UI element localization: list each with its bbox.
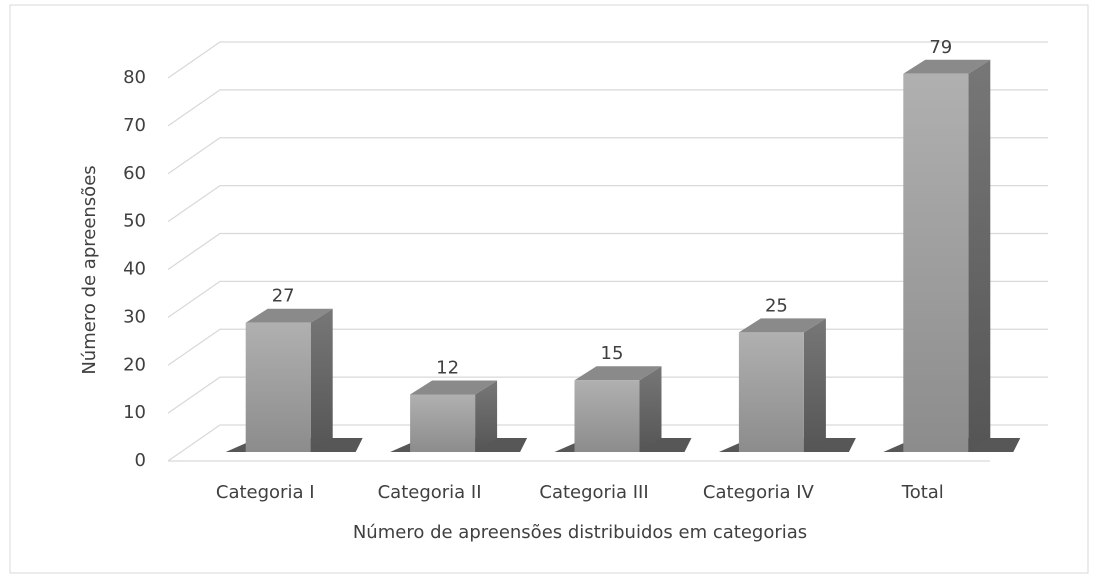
y-tick-label: 0	[135, 450, 146, 471]
bar-top	[410, 380, 498, 395]
y-tick-label: 40	[123, 259, 146, 280]
bar-front	[245, 322, 311, 452]
bar	[718, 318, 856, 452]
x-tick-label: Categoria II	[378, 482, 482, 503]
grid-line	[167, 184, 1048, 223]
data-label: 12	[436, 358, 459, 379]
bar-top	[738, 318, 826, 333]
y-tick-label: 80	[123, 67, 146, 88]
chart-border	[9, 4, 1089, 574]
bar-side	[475, 380, 498, 452]
bar	[883, 59, 1021, 452]
bar-front	[410, 394, 476, 452]
bar-front	[903, 73, 969, 452]
data-label: 27	[272, 286, 295, 307]
bar	[390, 380, 528, 452]
grid-line	[167, 41, 1048, 79]
data-label: 25	[765, 295, 788, 316]
x-axis-title: Número de apreensões distribuidos em cat…	[353, 522, 807, 543]
grid-line	[167, 232, 1048, 271]
bar-top	[903, 59, 991, 74]
bar-side	[803, 318, 826, 452]
bar-side	[968, 59, 991, 452]
bar-front	[574, 380, 640, 452]
bar-top	[245, 308, 333, 323]
bar-side	[639, 366, 662, 452]
bar	[554, 366, 692, 452]
y-axis-title: Número de apreensões	[79, 165, 100, 374]
x-tick-label: Categoria III	[539, 482, 648, 503]
x-tick-label: Categoria IV	[703, 482, 815, 503]
data-label: 15	[601, 343, 624, 364]
grid-line	[167, 280, 1048, 318]
y-tick-label: 10	[123, 402, 146, 423]
y-tick-label: 30	[123, 306, 146, 327]
grid-line	[167, 89, 1048, 127]
data-label: 79	[929, 37, 952, 58]
bar-front	[738, 332, 804, 452]
y-tick-label: 20	[123, 354, 146, 375]
x-tick-label: Categoria I	[216, 482, 315, 503]
bar-top	[574, 366, 662, 381]
grid-line	[167, 137, 1048, 175]
y-tick-label: 50	[123, 211, 146, 232]
x-tick-label: Total	[901, 482, 944, 503]
bar-side	[310, 308, 333, 452]
y-tick-label: 70	[123, 115, 146, 136]
y-tick-label: 60	[123, 163, 146, 184]
bar	[225, 308, 363, 452]
